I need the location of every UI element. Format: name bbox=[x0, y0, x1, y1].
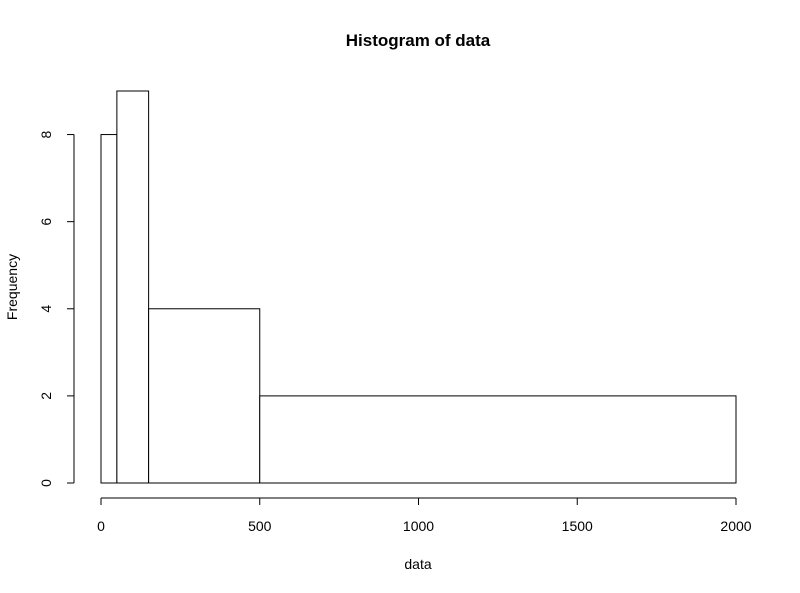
histogram-bar-1 bbox=[116, 90, 150, 484]
x-tick-label-500: 500 bbox=[248, 518, 272, 534]
y-tick-label-4: 4 bbox=[38, 305, 54, 313]
histogram-bar-3 bbox=[259, 395, 737, 484]
y-tick-label-0: 0 bbox=[38, 479, 54, 487]
histogram-bar-0 bbox=[100, 134, 118, 484]
y-axis-label: Frequency bbox=[4, 254, 20, 320]
chart-title: Histogram of data bbox=[346, 31, 491, 50]
x-tick-label-0: 0 bbox=[97, 518, 105, 534]
x-axis-label: data bbox=[404, 556, 431, 572]
y-axis: 0 2 4 6 8 bbox=[38, 130, 75, 487]
y-tick-label-8: 8 bbox=[38, 130, 54, 138]
bars-group bbox=[100, 90, 737, 484]
x-tick-label-1000: 1000 bbox=[403, 518, 434, 534]
y-tick-label-6: 6 bbox=[38, 218, 54, 226]
histogram-bar-2 bbox=[148, 308, 261, 484]
y-tick-label-2: 2 bbox=[38, 392, 54, 400]
x-tick-label-1500: 1500 bbox=[562, 518, 593, 534]
x-tick-label-2000: 2000 bbox=[720, 518, 751, 534]
x-axis: 0 500 1000 1500 2000 bbox=[97, 497, 752, 534]
